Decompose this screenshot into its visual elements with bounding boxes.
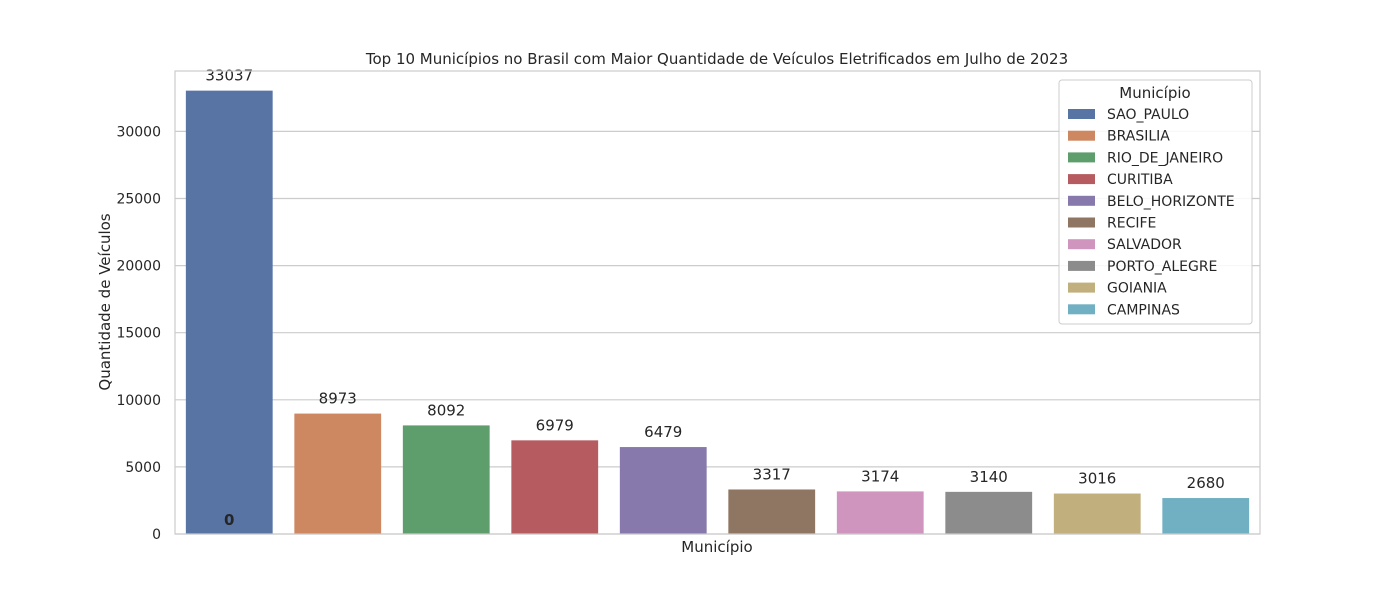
- bar: [511, 440, 599, 534]
- bar-value-label: 2680: [1187, 474, 1225, 492]
- legend-box: [1058, 79, 1253, 325]
- bar: [185, 90, 273, 534]
- legend-swatch: [1068, 109, 1095, 119]
- y-tick-label: 10000: [116, 393, 161, 409]
- y-tick-label: 20000: [116, 259, 161, 275]
- chart-title: Top 10 Municípios no Brasil com Maior Qu…: [365, 50, 1068, 68]
- bar: [836, 491, 924, 534]
- annotations: 0: [224, 511, 234, 529]
- legend-swatch: [1068, 260, 1095, 271]
- legend: Município SAO_PAULO BRASILIA RIO_DE_JANEIR…: [1058, 79, 1253, 325]
- y-tick-label: 30000: [116, 124, 161, 140]
- bar-value-label: 3317: [753, 465, 791, 483]
- bar-value-label: 6979: [536, 416, 574, 434]
- legend-swatch: [1068, 152, 1095, 163]
- legend-label: SALVADOR: [1107, 237, 1182, 253]
- bar-value-label: 6479: [644, 423, 682, 441]
- legend-items: SAO_PAULO BRASILIA RIO_DE_JANEIRO CURITIBA B…: [1068, 107, 1235, 318]
- legend-label: RIO_DE_JANEIRO: [1107, 150, 1223, 166]
- y-axis-label: Quantidade de Veículos: [96, 213, 114, 390]
- y-tick-label: 25000: [116, 191, 161, 207]
- x-axis-label: Município: [681, 538, 752, 556]
- y-tick-label: 15000: [116, 326, 161, 342]
- bar-value-label: 8092: [427, 401, 465, 419]
- legend-swatch: [1068, 217, 1095, 228]
- legend-label: CURITIBA: [1107, 172, 1173, 188]
- legend-swatch: [1068, 239, 1095, 250]
- bar: [728, 489, 816, 534]
- y-axis-ticks: 0 5000 10000 15000 20000 25000 30000: [116, 124, 161, 543]
- bar: [1053, 493, 1141, 534]
- bar: [619, 447, 707, 534]
- bar-value-label: 3016: [1078, 470, 1116, 488]
- legend-title: Município: [1119, 84, 1190, 102]
- legend-swatch: [1068, 282, 1095, 293]
- legend-swatch: [1068, 304, 1095, 315]
- y-tick-label: 5000: [125, 460, 161, 476]
- bar-value-label: 8973: [319, 390, 357, 408]
- bar-value-label: 3140: [970, 468, 1008, 486]
- legend-swatch: [1068, 174, 1095, 185]
- bar: [945, 491, 1033, 534]
- legend-label: SAO_PAULO: [1107, 107, 1189, 123]
- legend-label: CAMPINAS: [1107, 302, 1180, 318]
- annotation-label: 0: [224, 511, 234, 529]
- bar-value-label: 3174: [861, 467, 899, 485]
- legend-label: PORTO_ALEGRE: [1107, 259, 1217, 275]
- bars: [185, 90, 1250, 534]
- legend-swatch: [1068, 195, 1095, 206]
- legend-label: BELO_HORIZONTE: [1107, 194, 1235, 210]
- bar: [402, 425, 490, 534]
- legend-swatch: [1068, 130, 1095, 141]
- bar: [294, 413, 382, 534]
- legend-label: BRASILIA: [1107, 129, 1170, 145]
- legend-label: GOIANIA: [1107, 281, 1167, 297]
- plot-frame: [174, 70, 1261, 535]
- legend-label: RECIFE: [1107, 216, 1156, 232]
- y-tick-label: 0: [152, 527, 161, 543]
- bar: [1162, 498, 1250, 534]
- bar-value-label: 33037: [205, 67, 253, 85]
